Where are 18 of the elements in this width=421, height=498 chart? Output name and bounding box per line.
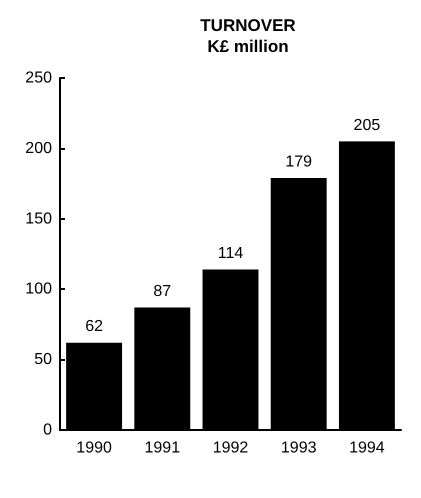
data-label: 87 <box>153 283 172 300</box>
y-tick-label: 50 <box>34 351 52 368</box>
y-tick-label: 150 <box>25 210 52 228</box>
data-label: 114 <box>218 244 244 262</box>
x-tick-label: 1990 <box>76 440 112 456</box>
x-tick-label: 1992 <box>212 440 248 456</box>
chart-title: TURNOVER <box>200 16 296 35</box>
data-label: 62 <box>85 318 104 336</box>
y-tick-label: 200 <box>25 140 52 157</box>
chart-subtitle: K£ million <box>207 37 289 56</box>
x-tick-label: 1994 <box>349 440 385 456</box>
x-tick-label: 1993 <box>280 440 317 456</box>
data-label: 205 <box>354 116 380 134</box>
y-tick-label: 100 <box>25 280 52 298</box>
x-tick-label: 1991 <box>144 440 180 456</box>
y-tick-label: 0 <box>43 422 52 438</box>
y-tick-label: 250 <box>25 70 52 86</box>
data-label: 179 <box>285 153 312 170</box>
